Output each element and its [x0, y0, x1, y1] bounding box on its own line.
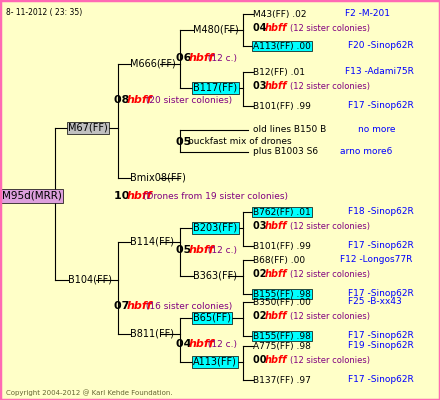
- Text: hbff: hbff: [265, 269, 287, 279]
- Text: B104(FF): B104(FF): [68, 275, 112, 285]
- Text: Bmix08(FF): Bmix08(FF): [130, 173, 186, 183]
- Text: 06: 06: [176, 53, 195, 63]
- Text: hbff: hbff: [126, 301, 152, 311]
- Text: 10: 10: [114, 191, 133, 201]
- Text: F19 -Sinop62R: F19 -Sinop62R: [348, 342, 414, 350]
- Text: B350(FF) .00: B350(FF) .00: [253, 298, 311, 306]
- Text: 03: 03: [253, 81, 270, 91]
- Text: F13 -Adami75R: F13 -Adami75R: [345, 68, 414, 76]
- Text: B155(FF) .98: B155(FF) .98: [253, 290, 311, 298]
- Text: hbff: hbff: [188, 245, 214, 255]
- Text: hbff: hbff: [265, 221, 287, 231]
- Text: A113(FF) .00: A113(FF) .00: [253, 42, 311, 50]
- Text: F17 -Sinop62R: F17 -Sinop62R: [348, 102, 414, 110]
- Text: 05: 05: [176, 137, 195, 147]
- Text: buckfast mix of drones: buckfast mix of drones: [188, 138, 292, 146]
- Text: B117(FF): B117(FF): [193, 83, 237, 93]
- Text: (12 c.): (12 c.): [205, 54, 237, 62]
- Text: plus B1003 S6: plus B1003 S6: [253, 148, 318, 156]
- Text: arno more6: arno more6: [340, 148, 392, 156]
- Text: (16 sister colonies): (16 sister colonies): [143, 302, 232, 310]
- Text: (12 sister colonies): (12 sister colonies): [290, 270, 370, 278]
- Text: B101(FF) .99: B101(FF) .99: [253, 102, 311, 110]
- Text: B114(FF): B114(FF): [130, 237, 174, 247]
- Text: 04: 04: [176, 339, 195, 349]
- Text: 00: 00: [253, 355, 270, 365]
- Text: 03: 03: [253, 221, 270, 231]
- Text: hbff: hbff: [265, 23, 287, 33]
- Text: F12 -Longos77R: F12 -Longos77R: [340, 256, 412, 264]
- Text: hbff: hbff: [265, 355, 287, 365]
- Text: B12(FF) .01: B12(FF) .01: [253, 68, 305, 76]
- Text: F2 -M-201: F2 -M-201: [345, 10, 390, 18]
- Text: M95d(MRR): M95d(MRR): [2, 191, 62, 201]
- Text: B811(FF): B811(FF): [130, 329, 174, 339]
- Text: hbff: hbff: [126, 191, 152, 201]
- Text: hbff: hbff: [188, 339, 214, 349]
- Text: F17 -Sinop62R: F17 -Sinop62R: [348, 376, 414, 384]
- Text: (20 sister colonies): (20 sister colonies): [143, 96, 232, 104]
- Text: hbff: hbff: [265, 311, 287, 321]
- Text: B68(FF) .00: B68(FF) .00: [253, 256, 305, 264]
- Text: hbff: hbff: [188, 53, 214, 63]
- Text: no more: no more: [358, 126, 396, 134]
- Text: hbff: hbff: [265, 81, 287, 91]
- Text: F18 -Sinop62R: F18 -Sinop62R: [348, 208, 414, 216]
- Text: Copyright 2004-2012 @ Karl Kehde Foundation.: Copyright 2004-2012 @ Karl Kehde Foundat…: [6, 389, 172, 396]
- Text: M480(FF): M480(FF): [193, 25, 239, 35]
- Text: 02: 02: [253, 269, 270, 279]
- Text: F17 -Sinop62R: F17 -Sinop62R: [348, 332, 414, 340]
- Text: F17 -Sinop62R: F17 -Sinop62R: [348, 290, 414, 298]
- Text: F25 -B-xx43: F25 -B-xx43: [348, 298, 402, 306]
- Text: B101(FF) .99: B101(FF) .99: [253, 242, 311, 250]
- Text: 08: 08: [114, 95, 133, 105]
- Text: (12 c.): (12 c.): [205, 340, 237, 348]
- Text: M666(FF): M666(FF): [130, 59, 176, 69]
- Text: (12 sister colonies): (12 sister colonies): [290, 356, 370, 364]
- Text: 07: 07: [114, 301, 133, 311]
- Text: (12 sister colonies): (12 sister colonies): [290, 222, 370, 230]
- Text: M67(FF): M67(FF): [68, 123, 108, 133]
- Text: F17 -Sinop62R: F17 -Sinop62R: [348, 242, 414, 250]
- Text: B155(FF) .98: B155(FF) .98: [253, 332, 311, 340]
- Text: (12 sister colonies): (12 sister colonies): [290, 24, 370, 32]
- Text: 8- 11-2012 ( 23: 35): 8- 11-2012 ( 23: 35): [6, 8, 82, 17]
- Text: old lines B150 B: old lines B150 B: [253, 126, 326, 134]
- Text: A113(FF): A113(FF): [193, 357, 237, 367]
- Text: 04: 04: [253, 23, 270, 33]
- Text: M43(FF) .02: M43(FF) .02: [253, 10, 307, 18]
- Text: (12 sister colonies): (12 sister colonies): [290, 312, 370, 320]
- Text: B363(FF): B363(FF): [193, 271, 237, 281]
- Text: F20 -Sinop62R: F20 -Sinop62R: [348, 42, 414, 50]
- Text: (12 c.): (12 c.): [205, 246, 237, 254]
- Text: B137(FF) .97: B137(FF) .97: [253, 376, 311, 384]
- Text: B762(FF) .01: B762(FF) .01: [253, 208, 311, 216]
- Text: 02: 02: [253, 311, 270, 321]
- Text: (Drones from 19 sister colonies): (Drones from 19 sister colonies): [143, 192, 288, 200]
- Text: B203(FF): B203(FF): [193, 223, 237, 233]
- Text: A775(FF) .98: A775(FF) .98: [253, 342, 311, 350]
- Text: 05: 05: [176, 245, 195, 255]
- Text: hbff: hbff: [126, 95, 152, 105]
- Text: (12 sister colonies): (12 sister colonies): [290, 82, 370, 90]
- Text: B65(FF): B65(FF): [193, 313, 231, 323]
